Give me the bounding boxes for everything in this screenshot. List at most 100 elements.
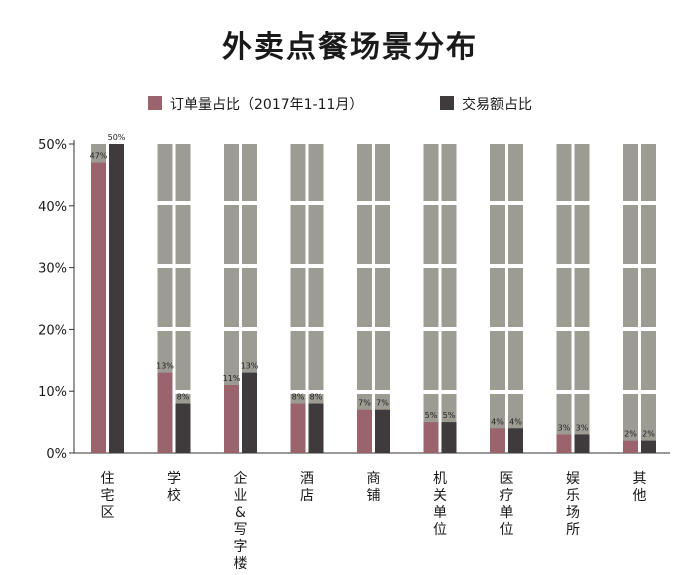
data-label-revenue: 8% — [177, 393, 190, 402]
bar-orders-7 — [556, 434, 572, 453]
data-label-orders: 3% — [558, 423, 571, 432]
x-category-label-char: 娱 — [566, 471, 580, 487]
y-tick-label: 0% — [46, 447, 67, 462]
x-category-label-char: 学 — [167, 471, 181, 487]
x-category-label-char: 单 — [433, 505, 447, 521]
y-tick-label: 50% — [38, 138, 67, 153]
x-category-label-char: 区 — [101, 505, 115, 521]
data-label-revenue: 5% — [443, 411, 456, 420]
background-bar-segment — [175, 205, 191, 264]
background-bar-segment — [224, 268, 239, 327]
background-bar-segment — [157, 144, 173, 201]
data-label-orders: 4% — [491, 417, 504, 426]
bar-revenue-6 — [508, 428, 523, 453]
x-category-label-char: 楼 — [234, 556, 248, 572]
bar-orders-2 — [224, 385, 239, 453]
data-label-revenue: 2% — [642, 430, 655, 439]
bar-revenue-1 — [175, 403, 191, 453]
bar-orders-6 — [490, 428, 505, 453]
x-category-label-char: 店 — [300, 488, 314, 504]
x-category-label-char: 商 — [367, 471, 381, 487]
background-bar-segment — [224, 331, 239, 390]
data-label-orders: 7% — [358, 399, 371, 408]
background-bar-segment — [224, 205, 239, 264]
x-category-label-char: 位 — [500, 522, 514, 538]
background-bar-segment — [423, 144, 439, 201]
background-bar-segment — [308, 331, 324, 390]
background-bar-segment — [623, 268, 638, 327]
bar-revenue-3 — [308, 403, 324, 453]
data-label-revenue: 7% — [376, 399, 389, 408]
background-bar-segment — [623, 331, 638, 390]
data-label-orders: 8% — [292, 393, 305, 402]
background-bar-segment — [375, 268, 390, 327]
bar-orders-0 — [91, 162, 106, 454]
y-tick-label: 10% — [38, 385, 67, 400]
x-category-label-char: 宅 — [101, 488, 115, 504]
background-bar-segment — [357, 144, 372, 201]
background-bar-segment — [375, 205, 390, 264]
background-bar-segment — [441, 268, 457, 327]
background-bar-segment — [290, 144, 306, 201]
legend-swatch-revenue — [440, 96, 454, 110]
legend-label-revenue: 交易额占比 — [462, 96, 532, 113]
x-category-label-char: 医 — [500, 471, 514, 487]
data-label-revenue: 8% — [310, 393, 323, 402]
x-category-label-char: 单 — [500, 505, 514, 521]
background-bar-segment — [623, 144, 638, 201]
x-category-label-char: 关 — [433, 488, 447, 504]
background-bar-segment — [641, 268, 656, 327]
data-label-orders: 11% — [223, 374, 241, 383]
background-bar-segment — [490, 331, 505, 390]
legend-swatch-orders — [148, 96, 162, 110]
background-bar-segment — [441, 205, 457, 264]
background-bar-segment — [423, 205, 439, 264]
background-bar-segment — [357, 331, 372, 390]
bar-revenue-5 — [441, 422, 457, 453]
background-bar-segment — [423, 331, 439, 390]
background-bar-segment — [623, 205, 638, 264]
x-category-label-char: 位 — [433, 522, 447, 538]
x-category-label-char: 字 — [234, 539, 248, 555]
background-bar-segment — [574, 144, 590, 201]
background-bar-segment — [574, 331, 590, 390]
y-tick-label: 20% — [38, 323, 67, 338]
x-category-label-char: 他 — [633, 488, 647, 504]
background-bar-segment — [508, 205, 523, 264]
bar-revenue-8 — [641, 440, 656, 453]
background-bar-segment — [508, 331, 523, 390]
background-bar-segment — [308, 205, 324, 264]
background-bar-segment — [508, 268, 523, 327]
bar-orders-8 — [623, 440, 638, 453]
x-category-label-char: 其 — [633, 471, 647, 487]
x-category-label-char: 业 — [234, 488, 248, 504]
y-tick-label: 30% — [38, 262, 67, 277]
data-label-orders: 47% — [90, 152, 108, 161]
x-category-label-char: 酒 — [300, 471, 314, 487]
bar-revenue-2 — [242, 372, 257, 453]
x-category-label-char: 住 — [101, 471, 115, 487]
background-bar-segment — [375, 331, 390, 390]
data-label-orders: 2% — [624, 430, 637, 439]
background-bar-segment — [290, 205, 306, 264]
background-bar-segment — [623, 394, 638, 453]
background-bar-segment — [556, 268, 572, 327]
background-bar-segment — [641, 205, 656, 264]
background-bar-segment — [556, 331, 572, 390]
data-label-orders: 13% — [156, 362, 174, 371]
background-bar-segment — [357, 205, 372, 264]
background-bar-segment — [175, 331, 191, 390]
background-bar-segment — [490, 268, 505, 327]
background-bar-segment — [556, 205, 572, 264]
bar-orders-4 — [357, 409, 372, 453]
background-bar-segment — [224, 144, 239, 201]
background-bar-segment — [308, 268, 324, 327]
background-bar-segment — [175, 144, 191, 201]
bar-revenue-4 — [375, 409, 390, 453]
data-label-revenue: 50% — [108, 133, 126, 142]
background-bar-segment — [290, 268, 306, 327]
background-bar-segment — [641, 144, 656, 201]
x-category-label-char: 疗 — [500, 488, 514, 504]
background-bar-segment — [242, 205, 257, 264]
